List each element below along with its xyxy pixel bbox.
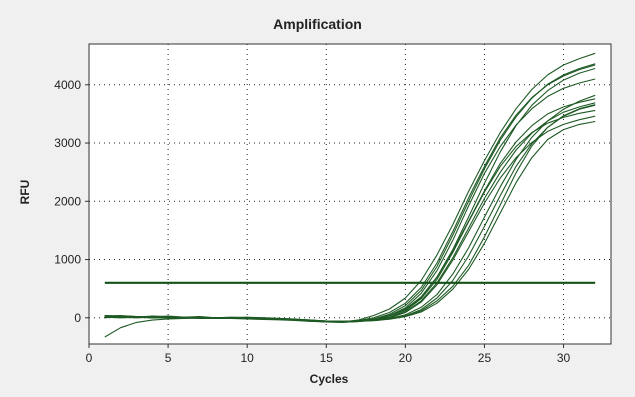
y-tick-label: 2000	[54, 194, 81, 208]
x-tick-label: 30	[557, 351, 571, 365]
x-tick-label: 15	[320, 351, 334, 365]
chart-title: Amplification	[273, 16, 362, 32]
y-tick-label: 3000	[54, 136, 81, 150]
plot-area	[89, 44, 611, 344]
amplification-curve-13	[104, 120, 596, 322]
x-tick-label: 0	[86, 351, 93, 365]
plot-frame	[88, 43, 612, 345]
y-tick-label: 1000	[54, 253, 81, 267]
x-axis-label: Cycles	[309, 372, 349, 386]
x-tick-label: 25	[478, 351, 492, 365]
y-tick-label: 0	[74, 311, 81, 325]
y-tick-label: 4000	[54, 78, 81, 92]
x-tick-label: 10	[241, 351, 255, 365]
x-tick-label: 20	[399, 351, 413, 365]
x-tick-label: 5	[165, 351, 172, 365]
